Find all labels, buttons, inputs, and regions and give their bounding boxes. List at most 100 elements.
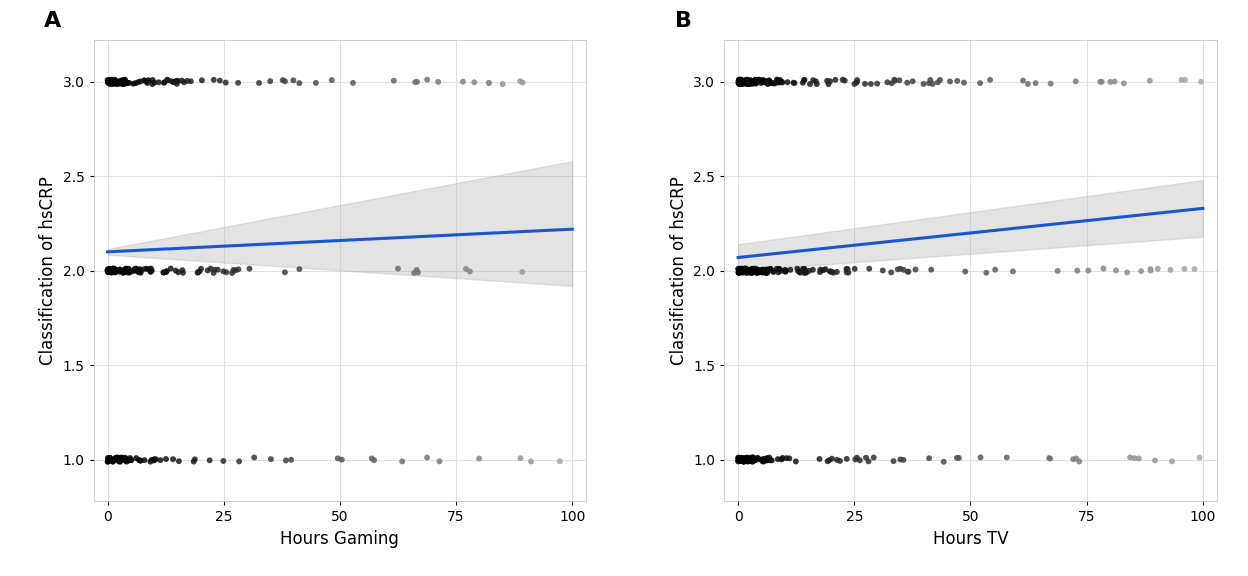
Point [806, 79, 826, 89]
Point [753, 77, 773, 86]
Point [137, 78, 157, 88]
Point [899, 267, 919, 276]
Point [126, 265, 146, 274]
Point [750, 267, 770, 276]
Point [550, 457, 570, 466]
Point [97, 266, 117, 275]
Point [790, 267, 810, 276]
Point [102, 266, 122, 275]
Point [245, 453, 265, 462]
Point [131, 77, 151, 86]
Point [734, 454, 754, 463]
Point [1124, 453, 1144, 463]
Point [1161, 265, 1181, 274]
Point [104, 265, 124, 274]
Point [846, 77, 866, 86]
Point [142, 75, 162, 85]
Point [741, 265, 761, 274]
Point [877, 78, 897, 87]
Point [778, 78, 797, 87]
Point [734, 457, 754, 466]
Point [749, 75, 769, 84]
Point [758, 265, 778, 274]
Point [735, 455, 755, 464]
Point [115, 267, 135, 276]
Point [105, 266, 125, 275]
Point [135, 76, 155, 85]
Point [116, 79, 136, 88]
Point [99, 77, 119, 86]
Point [99, 453, 119, 463]
Point [144, 456, 163, 465]
Point [906, 265, 926, 274]
Point [734, 267, 754, 276]
Point [101, 265, 121, 274]
Point [141, 264, 161, 273]
Point [230, 457, 250, 466]
Y-axis label: Classification of hsCRP: Classification of hsCRP [670, 176, 688, 365]
Point [738, 77, 758, 86]
Point [734, 267, 754, 276]
Point [97, 266, 117, 275]
Point [753, 457, 773, 466]
Point [453, 77, 473, 86]
Point [740, 267, 760, 276]
Point [167, 77, 187, 86]
Point [775, 267, 795, 276]
Point [733, 265, 753, 274]
Point [755, 267, 775, 276]
Point [736, 77, 756, 86]
Point [729, 268, 749, 277]
Point [115, 264, 135, 274]
Point [112, 455, 132, 464]
Point [168, 457, 188, 466]
Point [731, 264, 751, 274]
Point [743, 457, 763, 467]
Point [104, 264, 124, 273]
Point [197, 266, 217, 275]
Point [859, 457, 879, 466]
Point [99, 79, 119, 88]
Point [736, 78, 756, 88]
Point [207, 265, 227, 274]
Point [117, 268, 137, 277]
Point [789, 267, 809, 276]
Point [1104, 77, 1124, 86]
Point [739, 79, 759, 88]
Point [114, 75, 134, 85]
Point [154, 268, 173, 277]
Point [785, 78, 805, 88]
Point [115, 78, 135, 88]
Point [104, 76, 124, 85]
Point [130, 456, 150, 465]
Point [756, 265, 776, 274]
Point [761, 78, 781, 88]
Point [203, 268, 223, 278]
Point [105, 77, 125, 86]
Point [738, 266, 758, 275]
Point [140, 265, 160, 274]
Point [821, 267, 841, 276]
Point [738, 79, 758, 88]
Point [847, 453, 867, 463]
Point [183, 457, 203, 466]
Point [114, 75, 134, 85]
Point [469, 454, 489, 463]
Point [927, 78, 947, 87]
Point [728, 457, 748, 466]
Point [770, 75, 790, 85]
Point [1092, 77, 1112, 86]
Point [770, 77, 790, 86]
Point [100, 454, 120, 463]
Point [731, 266, 751, 275]
Point [756, 268, 776, 277]
Point [101, 78, 121, 88]
Point [104, 76, 124, 85]
Point [940, 77, 960, 86]
Point [99, 76, 119, 85]
Point [830, 456, 850, 465]
Point [751, 266, 771, 275]
Point [741, 79, 761, 89]
Point [731, 456, 751, 465]
Point [110, 267, 130, 276]
